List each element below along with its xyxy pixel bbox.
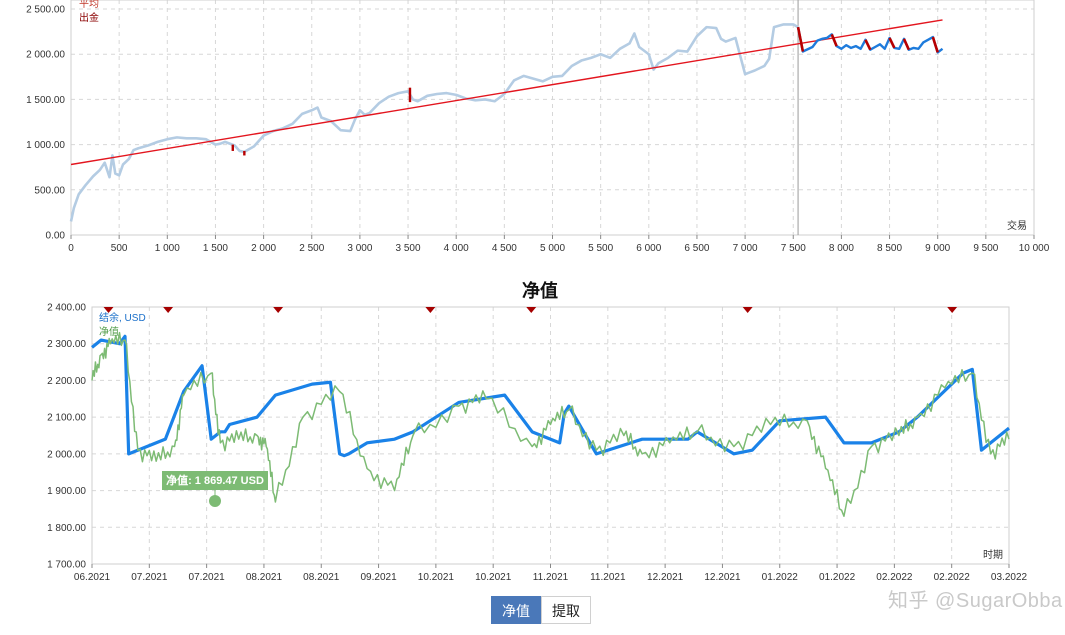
x-tick-label: 7 000 [733,243,758,254]
x-tick-label: 01.2022 [762,572,799,583]
tooltip-point [209,495,221,507]
x-axis-label: 交易 [1007,219,1027,232]
x-tick-label: 3 500 [396,243,421,254]
legend-withdraw: 出金 [79,11,99,24]
x-tick-label: 5 500 [588,243,613,254]
withdraw-drop [931,36,939,53]
grid [91,306,1010,565]
y-tick-label: 0.00 [46,231,66,242]
withdrawal-marker[interactable] [742,307,753,313]
y-tick-label: 1 700.00 [47,560,86,571]
withdrawal-markers [103,307,958,313]
withdrawal-marker[interactable] [163,307,174,313]
x-tick-label: 07.2021 [189,572,226,583]
forward-withdraw-segments [796,26,939,53]
x-tick-label: 06.2021 [74,572,111,583]
y-tick-label: 1 000.00 [26,140,65,151]
x-tick-label: 0 [68,243,74,254]
trend-line [70,19,943,166]
y-tick-label: 2 200.00 [47,376,86,387]
y-tick-label: 2 000.00 [47,449,86,460]
withdrawal-marker[interactable] [273,307,284,313]
x-tick-label: 2 000 [251,243,276,254]
x-tick-label: 02.2022 [876,572,913,583]
withdraw-tab-button[interactable]: 提取 [541,596,591,624]
y-axis: 1 700.00 1 800.00 1 900.00 2 000.00 2 100.00… [47,303,86,571]
tooltip-text: 净值: 1 869.47 USD [166,473,264,487]
withdrawal-marker[interactable] [947,307,958,313]
withdrawal-marker[interactable] [526,307,537,313]
x-axis: 06.2021 07.2021 07.2021 08.2021 08.2021 09.20… [74,564,1028,583]
x-tick-label: 08.2021 [303,572,340,583]
x-tick-label: 8 500 [877,243,902,254]
x-tick-label: 10 000 [1019,243,1050,254]
x-tick-label: 7 500 [781,243,806,254]
x-tick-label: 1 000 [155,243,180,254]
withdrawal-marker[interactable] [103,307,114,313]
withdraw-segments [231,87,412,156]
x-tick-label: 11.2021 [533,572,569,583]
x-tick-label: 11.2021 [590,572,626,583]
x-tick-label: 4 000 [444,243,469,254]
x-axis: 0 500 1 000 1 500 2 000 2 500 3 000 3 500 4 000 4… [68,235,1050,254]
y-tick-label: 1 500.00 [26,95,65,106]
x-tick-label: 10.2021 [475,572,512,583]
x-tick-label: 4 500 [492,243,517,254]
chart-title: 净值 [522,280,558,301]
y-tick-label: 2 100.00 [47,413,86,424]
x-tick-label: 12.2021 [647,572,684,583]
x-tick-label: 6 500 [684,243,709,254]
y-tick-label: 1 800.00 [47,523,86,534]
x-tick-label: 6 000 [636,243,661,254]
x-tick-label: 9 000 [925,243,950,254]
y-tick-label: 500.00 [34,185,65,196]
tooltip-box [162,471,268,490]
withdraw-drop [830,33,838,47]
x-tick-label: 2 500 [299,243,324,254]
x-tick-label: 02.2022 [934,572,971,583]
withdraw-drop [888,37,896,49]
x-tick-label: 500 [111,243,128,254]
x-tick-label: 5 000 [540,243,565,254]
balance-line [90,334,1011,458]
x-tick-label: 01.2022 [819,572,856,583]
y-tick-label: 1 900.00 [47,486,86,497]
x-tick-label: 12.2021 [704,572,741,583]
y-tick-label: 2 400.00 [47,303,86,314]
chart-switch: 净值 提取 [491,596,591,624]
x-tick-label: 1 500 [203,243,228,254]
x-tick-label: 07.2021 [131,572,168,583]
withdrawal-marker[interactable] [425,307,436,313]
x-tick-label: 03.2022 [991,572,1028,583]
x-tick-label: 10.2021 [418,572,455,583]
y-tick-label: 2 300.00 [47,339,86,350]
withdraw-drop [902,38,910,51]
equity-tab-button[interactable]: 净值 [491,596,541,624]
forward-balance-line [796,26,944,54]
x-tick-label: 8 000 [829,243,854,254]
withdraw-drop [796,26,805,52]
equity-line [91,331,1010,518]
time-axis-label: 时期 [983,549,1003,561]
watermark: 知乎 @SugarObba [888,590,1063,612]
withdraw-drop [864,39,872,51]
x-tick-label: 3 000 [347,243,372,254]
legend-average: 平均 [79,0,99,10]
x-tick-label: 09.2021 [360,572,397,583]
y-axis: 0.00 500.00 1 000.00 1 500.00 2 000.00 2 500.… [26,5,65,242]
y-tick-label: 2 000.00 [26,50,65,61]
legend-balance: 结余, USD [99,311,146,324]
x-tick-label: 08.2021 [246,572,283,583]
x-tick-label: 9 500 [973,243,998,254]
legend-equity: 净值 [99,325,119,338]
equity-chart: 净值 1 700.00 1 800.00 1 900.00 2 000.00 2 100… [47,280,1028,583]
grid [70,0,1035,236]
trades-balance-chart: 0.00 500.00 1 000.00 1 500.00 2 000.00 2 500.… [26,0,1050,254]
y-tick-label: 2 500.00 [26,5,65,16]
